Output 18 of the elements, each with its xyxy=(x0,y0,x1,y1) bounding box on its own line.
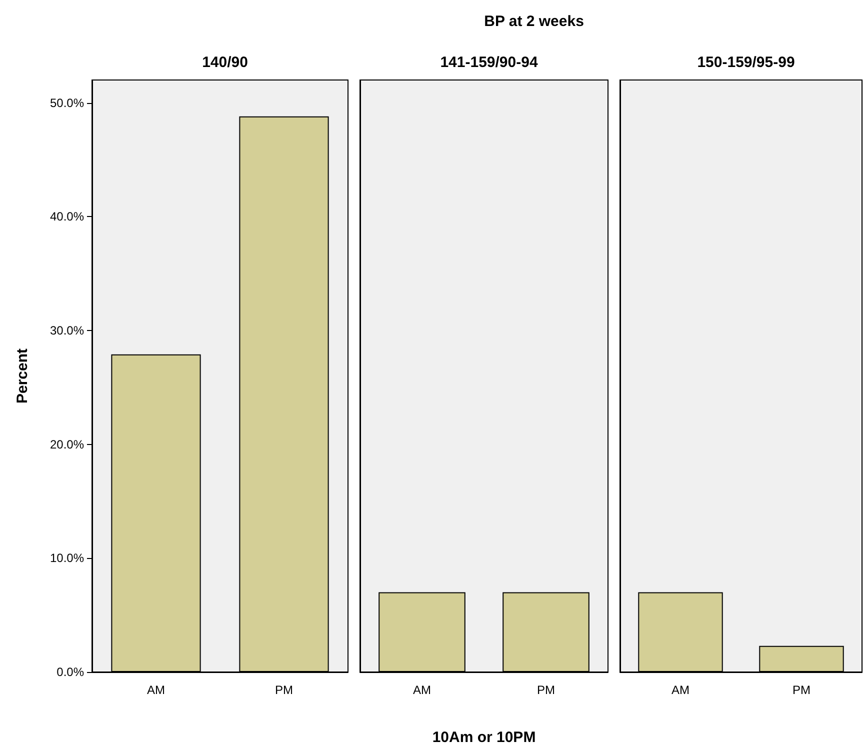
chart-title: 140/90 xyxy=(202,54,248,71)
x-tick-label: AM xyxy=(147,683,166,697)
chart-title: 141-159/90-94 xyxy=(440,54,538,71)
x-tick-label: AM xyxy=(413,683,432,697)
x-axis-title: 10Am or 10PM xyxy=(432,729,536,746)
y-tick-label: 10.0% xyxy=(50,551,84,566)
x-tick-label: PM xyxy=(275,683,294,697)
y-tick-label: 30.0% xyxy=(50,323,84,338)
chart-title: 150-159/95-99 xyxy=(697,54,795,71)
y-tick-label: 20.0% xyxy=(50,437,84,452)
text: BP at 2 weeks xyxy=(484,13,584,30)
x-tick-label: AM xyxy=(672,683,690,697)
y-tick-label: 50.0% xyxy=(50,96,84,110)
y-tick-label: 0.0% xyxy=(56,665,84,679)
x-tick-label: PM xyxy=(537,683,556,697)
x-tick-label: PM xyxy=(792,683,811,697)
y-tick-label: 40.0% xyxy=(50,210,84,224)
y-axis-title: Percent xyxy=(14,348,31,404)
